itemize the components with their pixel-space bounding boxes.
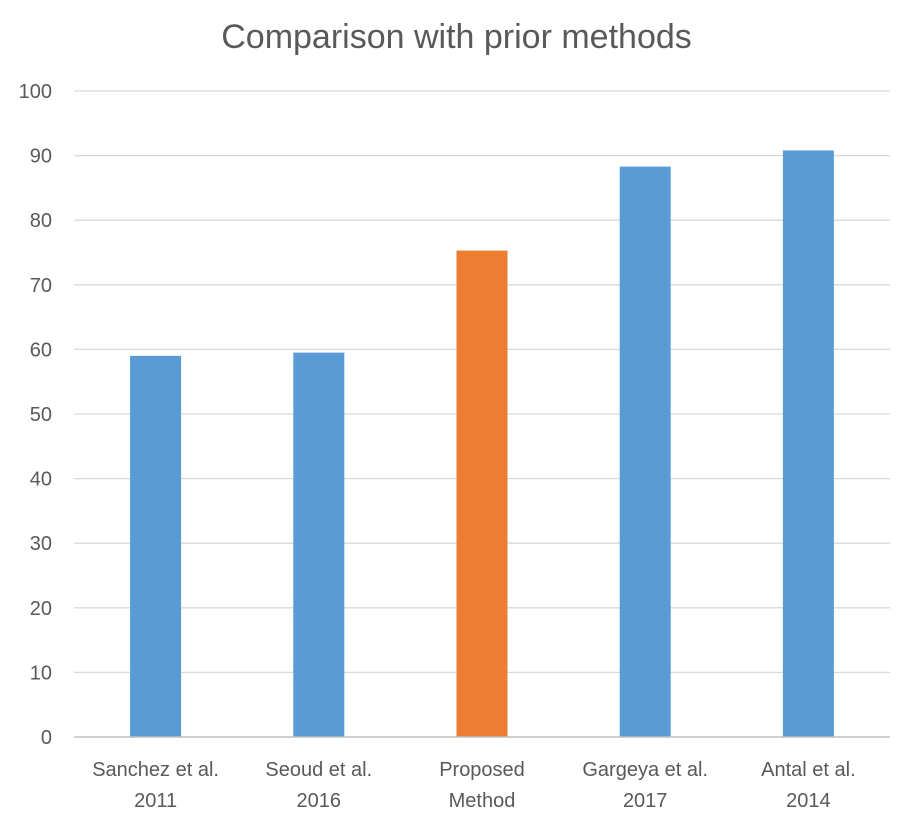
y-tick-label: 40	[30, 469, 52, 491]
y-axis-ticks: 0 10 20 30 40 50 60 70 80 90 100	[19, 81, 52, 749]
bar	[619, 166, 671, 737]
bar	[293, 352, 345, 737]
x-category-label: Antal et al. 2014	[761, 759, 856, 812]
y-tick-label: 90	[30, 146, 52, 168]
x-category-label: Gargeya et al. 2017	[582, 759, 708, 812]
x-axis-labels: Sanchez et al. 2011 Seoud et al. 2016 Propos…	[92, 759, 855, 812]
bar	[456, 250, 508, 737]
chart-title: Comparison with prior methods	[221, 18, 692, 56]
bar	[130, 355, 182, 737]
y-tick-label: 0	[41, 727, 52, 749]
bar	[782, 150, 834, 737]
y-tick-label: 50	[30, 404, 52, 426]
x-category-label: Sanchez et al. 2011	[92, 759, 219, 812]
y-tick-label: 100	[19, 81, 52, 103]
y-tick-label: 60	[30, 339, 52, 361]
y-tick-label: 70	[30, 275, 52, 297]
y-tick-label: 10	[30, 662, 52, 684]
y-tick-label: 20	[30, 598, 52, 620]
x-category-label: Seoud et al. 2016	[265, 759, 372, 812]
x-category-label: Proposed Method	[439, 759, 525, 812]
bars	[130, 150, 834, 737]
y-tick-label: 80	[30, 210, 52, 232]
y-tick-label: 30	[30, 533, 52, 555]
